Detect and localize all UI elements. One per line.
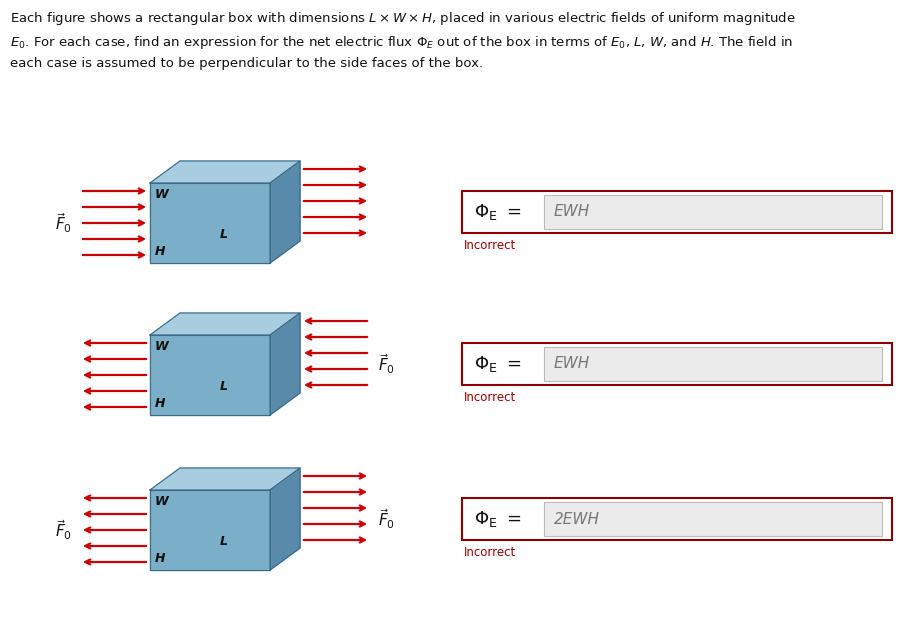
Text: H: H [155,245,166,258]
Text: Incorrect: Incorrect [464,546,517,559]
Text: W: W [155,495,169,508]
Polygon shape [270,313,300,415]
FancyBboxPatch shape [462,343,892,385]
Polygon shape [150,161,300,183]
Text: W: W [155,340,169,353]
FancyBboxPatch shape [462,191,892,233]
Polygon shape [150,335,270,415]
Polygon shape [270,468,300,570]
FancyBboxPatch shape [462,498,892,540]
Text: $\vec{F}_0$: $\vec{F}_0$ [55,518,72,542]
Text: $\vec{F}_0$: $\vec{F}_0$ [378,352,395,376]
Text: Each figure shows a rectangular box with dimensions $L \times W \times H$, place: Each figure shows a rectangular box with… [10,10,796,70]
Text: H: H [155,552,166,565]
Text: EWH: EWH [554,204,590,219]
Text: Incorrect: Incorrect [464,239,517,252]
Polygon shape [150,490,270,570]
Text: EWH: EWH [554,356,590,372]
Text: $\Phi_\mathrm{E}\ =$: $\Phi_\mathrm{E}\ =$ [474,509,521,529]
Polygon shape [150,313,300,335]
Text: L: L [220,228,228,241]
FancyBboxPatch shape [544,195,882,229]
Text: $\Phi_\mathrm{E}\ =$: $\Phi_\mathrm{E}\ =$ [474,354,521,374]
FancyBboxPatch shape [544,347,882,381]
Text: $\vec{F}_0$: $\vec{F}_0$ [378,507,395,531]
Text: $\vec{F}_0$: $\vec{F}_0$ [55,211,72,235]
Text: L: L [220,535,228,548]
Text: $\Phi_\mathrm{E}\ =$: $\Phi_\mathrm{E}\ =$ [474,202,521,222]
Text: W: W [155,188,169,201]
Polygon shape [270,161,300,263]
Text: L: L [220,380,228,393]
Polygon shape [150,183,270,263]
Polygon shape [150,468,300,490]
Text: Incorrect: Incorrect [464,391,517,404]
FancyBboxPatch shape [544,502,882,536]
Text: H: H [155,397,166,410]
Text: 2EWH: 2EWH [554,511,600,527]
